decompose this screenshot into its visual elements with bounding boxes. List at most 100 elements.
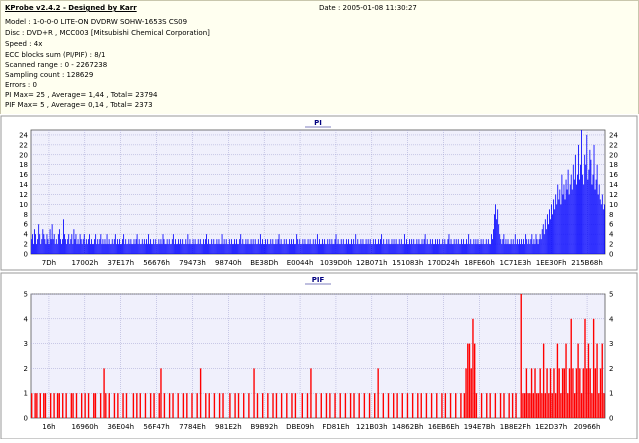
pif-bar	[153, 393, 155, 418]
pi-bar	[115, 244, 117, 254]
pi-bar	[189, 239, 191, 254]
pif-bar	[56, 393, 59, 418]
pif-bar	[149, 393, 152, 418]
pi-bar	[104, 239, 106, 254]
pi-bar	[61, 244, 62, 254]
pi-bar	[45, 244, 47, 254]
pi-bar	[557, 184, 559, 254]
pi-bar	[259, 234, 261, 254]
pi-bar	[75, 234, 77, 254]
pi-bar	[171, 239, 173, 254]
pi-bar	[266, 244, 268, 254]
pi-bar	[316, 234, 318, 254]
pi-bar	[478, 244, 480, 254]
pif-chart: PIF 0 0 1 1 2 2 3 3 4 4 5 5 16h 16960h 36E04h 56F47h 7784…	[0, 272, 638, 440]
pi-bar	[49, 229, 51, 254]
pif-bar	[503, 393, 505, 418]
pi-bar	[186, 244, 188, 254]
pi-bar	[444, 239, 446, 254]
pif-bar	[598, 393, 600, 418]
pi-bar	[187, 234, 189, 254]
y-tick-label-left: 4	[24, 231, 29, 239]
pi-bar	[283, 239, 285, 254]
pif-bar	[306, 393, 309, 418]
pi-bar	[310, 244, 312, 254]
pi-bar	[525, 234, 527, 254]
x-tick-label: 1C71E3h	[500, 259, 532, 267]
pi-bar	[507, 239, 509, 254]
pi-bar	[225, 239, 227, 254]
pi-bar	[466, 239, 467, 254]
pi-bar	[342, 239, 344, 254]
pif-bar	[584, 318, 586, 418]
pi-bar	[489, 244, 491, 254]
pif-bar	[168, 393, 171, 418]
pi-bar	[275, 239, 277, 254]
pi-bar	[558, 199, 560, 254]
pi-bar	[284, 244, 286, 254]
pi-bar	[438, 244, 440, 254]
pi-bar	[582, 174, 584, 254]
pi-bar	[39, 234, 41, 254]
pi-bar	[143, 239, 145, 254]
pi-bar	[418, 239, 420, 254]
info-pi-summary: PI Max= 25 , Average= 1,44 , Total= 2379…	[5, 91, 158, 99]
x-tick-label: 56676h	[143, 259, 170, 267]
pif-bar	[544, 393, 547, 418]
pi-bar	[426, 239, 428, 254]
pi-bar	[161, 244, 163, 254]
pi-bar	[537, 244, 539, 254]
y-tick-label-left: 24	[19, 131, 28, 139]
info-errors: Errors : 0	[5, 81, 37, 89]
pif-bar	[449, 393, 452, 418]
pi-bar	[179, 244, 180, 254]
pi-bar	[216, 239, 218, 254]
pi-bar	[539, 234, 541, 254]
pi-bar	[573, 179, 575, 254]
pi-bar	[455, 239, 457, 254]
pi-bar	[81, 244, 83, 254]
pi-bar	[485, 239, 487, 254]
pi-bar	[585, 164, 587, 254]
pif-bar	[430, 393, 433, 418]
pi-bar	[372, 239, 374, 254]
pif-bar	[163, 393, 166, 418]
pif-bar	[182, 393, 185, 418]
pi-bar	[168, 239, 170, 254]
pif-bar	[425, 393, 428, 418]
pi-bar	[330, 244, 332, 254]
pi-bar	[530, 239, 532, 254]
pi-bar	[295, 244, 297, 254]
pi-bar	[35, 234, 36, 254]
pi-bar	[181, 244, 183, 254]
pi-bar	[368, 244, 370, 254]
pif-bar	[594, 368, 597, 418]
y-tick-label-left: 10	[19, 201, 28, 209]
pif-bar	[43, 393, 45, 418]
pif-bar	[520, 294, 522, 418]
pi-bar	[425, 244, 427, 254]
pi-bar	[323, 244, 325, 254]
pif-bar	[515, 393, 517, 418]
pi-bar	[302, 239, 304, 254]
x-tick-label: 121B03h	[356, 423, 388, 431]
pi-bar	[587, 179, 589, 254]
pi-bar	[473, 239, 475, 254]
pif-bar	[229, 393, 231, 418]
pif-bar	[542, 343, 545, 418]
pif-bar	[570, 318, 572, 418]
pi-bar	[420, 244, 422, 254]
pi-bar	[590, 159, 592, 254]
pi-bar	[469, 244, 471, 254]
pi-bar	[230, 239, 232, 254]
pif-bar	[58, 393, 60, 418]
pif-bar	[580, 393, 583, 418]
pi-bar	[98, 244, 100, 254]
pi-bar	[200, 244, 202, 254]
y-tick-label-right: 16	[609, 171, 618, 179]
pi-bar	[593, 144, 595, 254]
pif-bar	[522, 393, 524, 418]
x-tick-label: E0044h	[287, 259, 314, 267]
pi-bar	[164, 244, 166, 254]
